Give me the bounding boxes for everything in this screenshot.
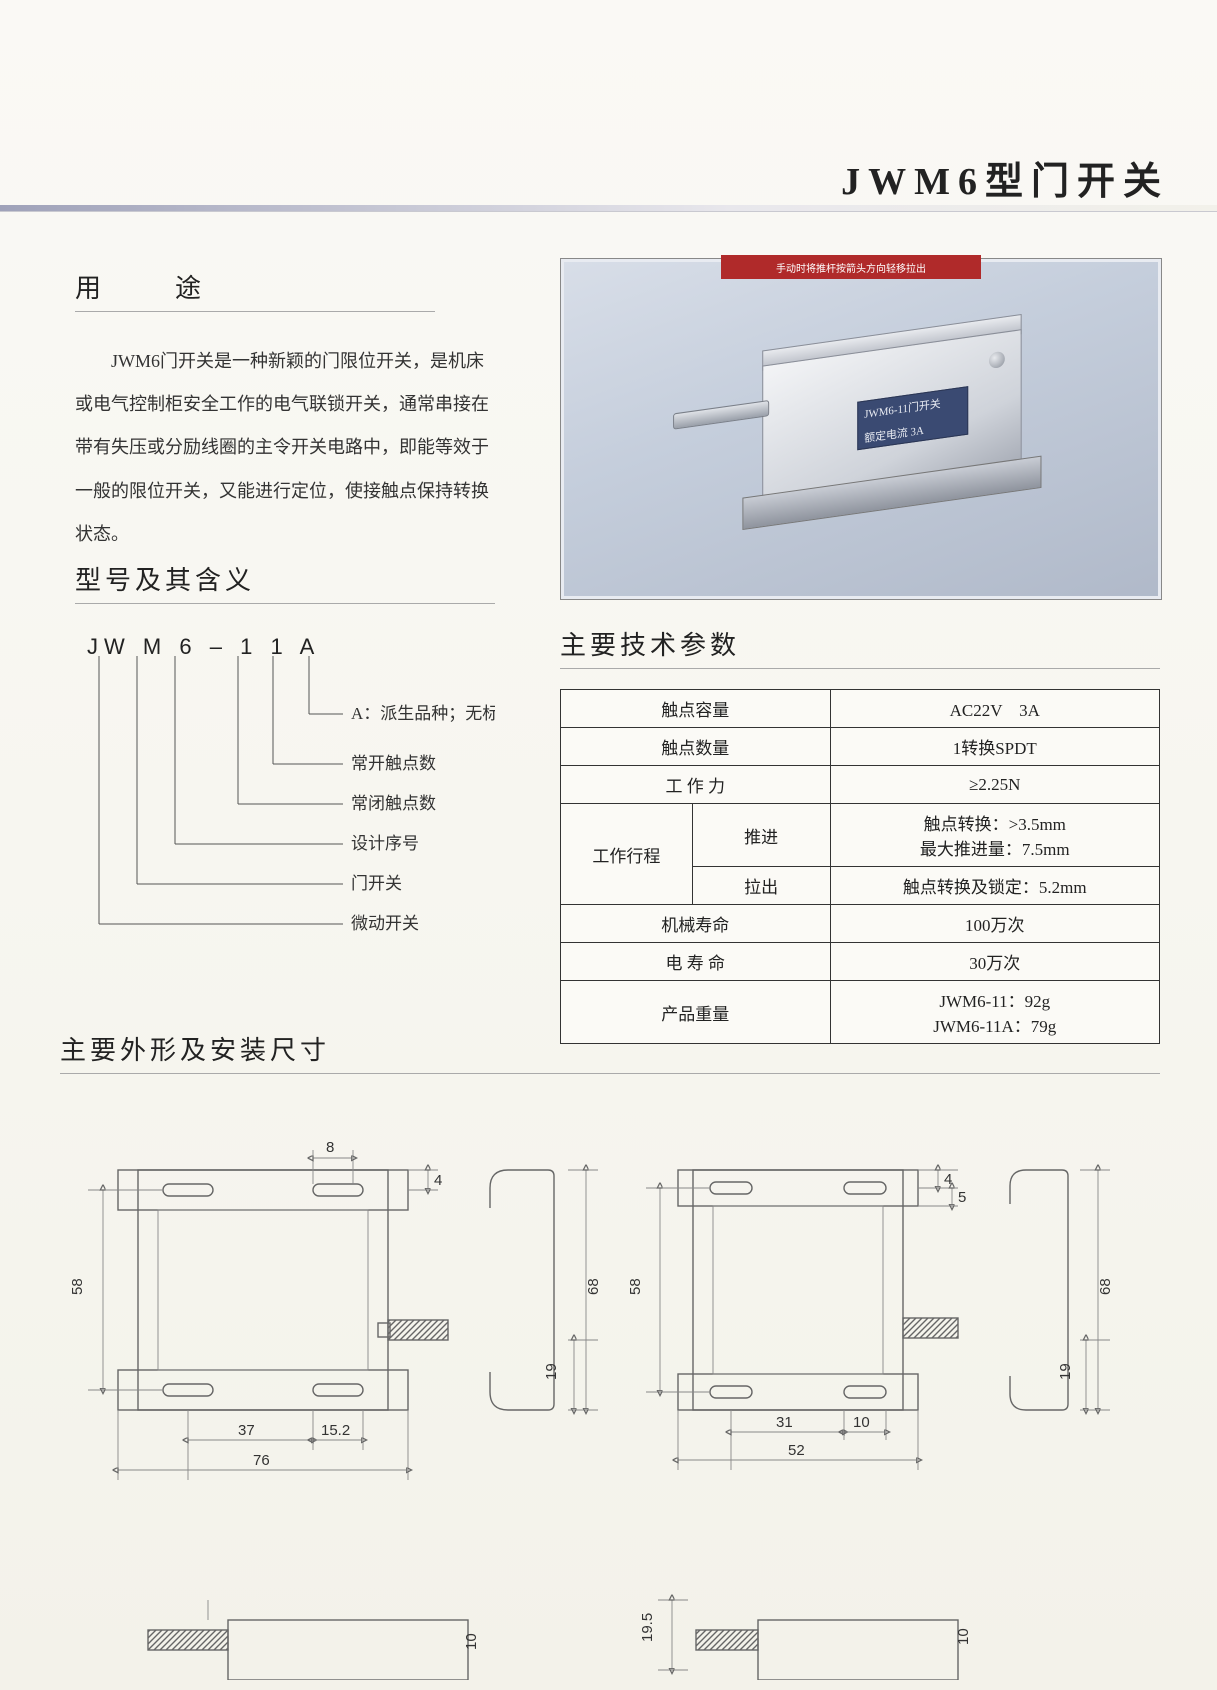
product-photo: 手动时将推杆按箭头方向轻移拉出 JWM6-11门开关 额定电流 3A (560, 258, 1162, 600)
photo-nameplate: JWM6-11门开关 额定电流 3A (857, 386, 968, 450)
usage-text: JWM6门开关是一种新颖的门限位开关，是机床或电气控制柜安全工作的电气联锁开关，… (75, 340, 495, 556)
svg-text:19.5: 19.5 (639, 1613, 656, 1642)
svg-text:常开触点数: 常开触点数 (351, 754, 436, 773)
svg-text:10: 10 (463, 1633, 480, 1650)
spec-stroke-push: 触点转换：>3.5mm最大推进量：7.5mm (830, 804, 1159, 867)
svg-text:31: 31 (776, 1414, 793, 1431)
svg-text:5: 5 (958, 1189, 966, 1206)
spec-heading: 主要技术参数 (560, 625, 1160, 669)
usage-section: 用 途 JWM6门开关是一种新颖的门限位开关，是机床或电气控制柜安全工作的电气联… (75, 268, 495, 556)
photo-red-label: 手动时将推杆按箭头方向轻移拉出 (721, 255, 981, 279)
dimension-drawings: 8 4 58 37 (38, 1120, 1188, 1680)
svg-text:8: 8 (326, 1139, 334, 1156)
svg-text:常闭触点数: 常闭触点数 (351, 794, 436, 813)
svg-text:58: 58 (69, 1278, 86, 1295)
svg-text:76: 76 (253, 1452, 270, 1469)
model-section: 型号及其含义 JW M 6 – 1 1 A A：派生品种；无标志：标准型 常开触… (75, 560, 495, 961)
page-title: JWM6型门开关 (841, 150, 1169, 205)
usage-heading: 用 途 (75, 268, 435, 312)
svg-text:37: 37 (238, 1422, 255, 1439)
dim-section: 主要外形及安装尺寸 (60, 1030, 1160, 1074)
model-diagram: A：派生品种；无标志：标准型 常开触点数 常闭触点数 设计序号 门开关 微动开关 (75, 656, 495, 956)
svg-text:微动开关: 微动开关 (351, 914, 419, 933)
svg-text:4: 4 (944, 1171, 952, 1188)
spec-section: 主要技术参数 触点容量AC22V 3A 触点数量1转换SPDT 工 作 力≥2.… (560, 625, 1160, 1044)
svg-text:10: 10 (955, 1628, 972, 1645)
model-heading: 型号及其含义 (75, 560, 495, 604)
svg-text:门开关: 门开关 (351, 874, 402, 893)
title-divider (0, 205, 1217, 212)
svg-text:68: 68 (1097, 1278, 1114, 1295)
svg-text:15.2: 15.2 (321, 1422, 350, 1439)
svg-text:19: 19 (1057, 1363, 1074, 1380)
svg-text:68: 68 (585, 1278, 602, 1295)
svg-text:10: 10 (853, 1414, 870, 1431)
dim-heading: 主要外形及安装尺寸 (60, 1030, 1160, 1074)
svg-text:4: 4 (434, 1172, 442, 1189)
svg-text:设计序号: 设计序号 (351, 834, 419, 853)
svg-text:19: 19 (543, 1363, 560, 1380)
svg-text:58: 58 (627, 1278, 644, 1295)
spec-table: 触点容量AC22V 3A 触点数量1转换SPDT 工 作 力≥2.25N 工作行… (560, 689, 1160, 1044)
svg-text:52: 52 (788, 1442, 805, 1459)
svg-text:A：派生品种；无标志：标准型: A：派生品种；无标志：标准型 (351, 704, 495, 723)
